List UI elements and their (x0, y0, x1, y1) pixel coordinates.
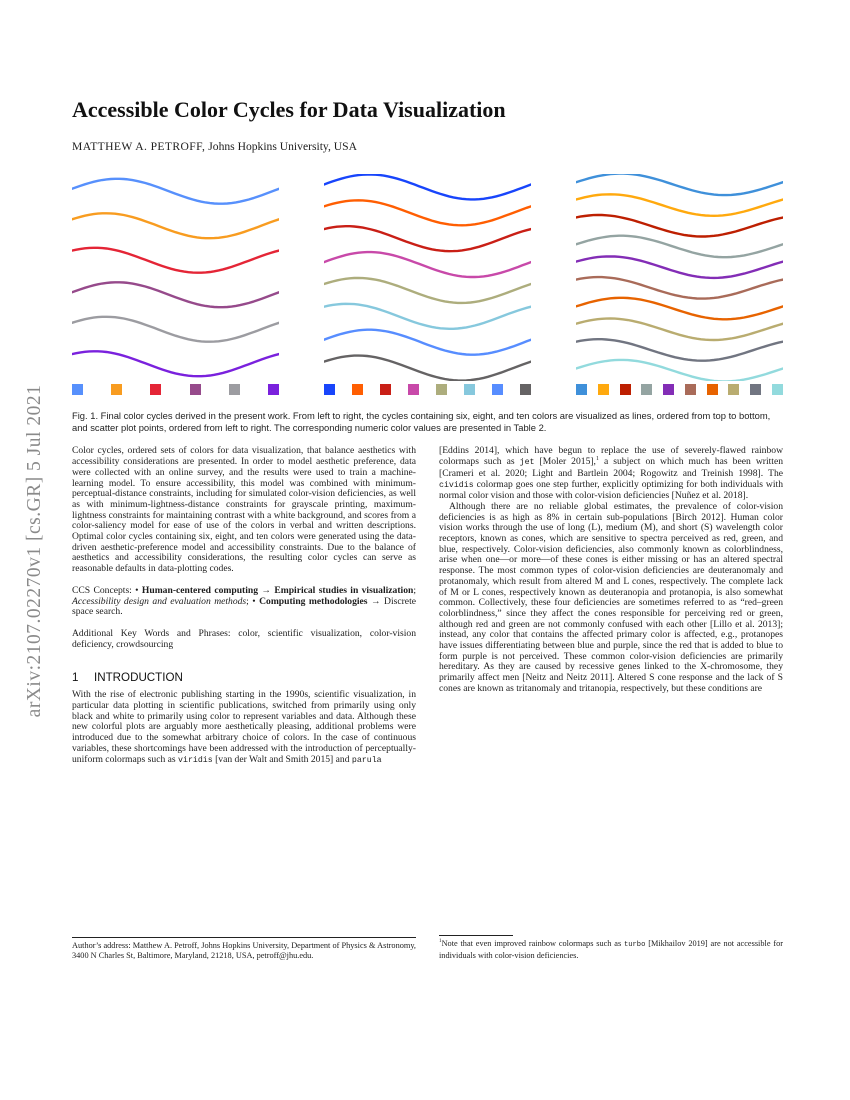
scatter-swatches-row (576, 384, 783, 395)
wave-line (324, 328, 531, 356)
scatter-swatches-row (324, 384, 531, 395)
scatter-point-swatch (228, 384, 240, 395)
scatter-point-swatch (619, 384, 631, 395)
wave-line (576, 296, 783, 321)
scatter-point-swatch (750, 384, 762, 395)
scatter-point-swatch (380, 384, 391, 395)
author-affiliation: Johns Hopkins University, USA (205, 140, 357, 153)
scatter-point-swatch (597, 384, 609, 395)
color-cycle-panel-six (72, 174, 279, 395)
wave-lines-chart (324, 174, 531, 381)
scatter-point-swatch (771, 384, 783, 395)
arxiv-stamp: arXiv:2107.02270v1 [cs.GR] 5 Jul 2021 (24, 384, 45, 718)
figure-caption-label: Fig. 1. (72, 410, 99, 421)
ccs-concepts: CCS Concepts: • Human-centered computing… (72, 584, 417, 618)
wave-line (576, 275, 783, 300)
scatter-point-swatch (150, 384, 162, 395)
author-address-footnote: Author’s address: Matthew A. Petroff, Jo… (72, 936, 416, 961)
wave-line (72, 212, 279, 240)
scatter-point-swatch (189, 384, 201, 395)
section-heading-introduction: 1 INTRODUCTION (72, 671, 416, 684)
figure-caption-text: Final color cycles derived in the presen… (72, 410, 771, 434)
wave-line (576, 317, 783, 342)
footnote-rule (439, 934, 513, 936)
figure-1 (72, 174, 783, 395)
scatter-point-swatch (267, 384, 279, 395)
wave-line (72, 350, 279, 378)
figure-caption: Fig. 1. Final color cycles derived in th… (72, 410, 783, 434)
section-title: INTRODUCTION (94, 671, 183, 685)
abstract-paragraph: Color cycles, ordered sets of colors for… (72, 445, 416, 575)
body-paragraph: [Eddins 2014], which have begun to repla… (439, 445, 783, 502)
paper-content: Accessible Color Cycles for Data Visuali… (72, 0, 783, 966)
author-name: MATTHEW A. PETROFF, (72, 140, 206, 153)
color-cycle-panel-eight (324, 174, 531, 395)
color-cycle-panel-ten (576, 174, 783, 395)
left-column: Color cycles, ordered sets of colors for… (72, 446, 416, 966)
wave-line (324, 250, 531, 279)
wave-line (324, 225, 531, 253)
wave-line (576, 358, 783, 381)
scatter-point-swatch (352, 384, 363, 395)
scatter-point-swatch (576, 384, 587, 395)
wave-line (576, 234, 783, 259)
scatter-point-swatch (324, 384, 335, 395)
wave-line (324, 354, 531, 381)
wave-line (576, 174, 783, 197)
wave-line (324, 276, 531, 305)
scatter-point-swatch (436, 384, 447, 395)
wave-lines-chart (72, 177, 279, 378)
scatter-point-swatch (706, 384, 718, 395)
wave-line (72, 315, 279, 343)
section-number: 1 (72, 671, 79, 685)
right-column: [Eddins 2014], which have begun to repla… (439, 446, 783, 966)
paper-title: Accessible Color Cycles for Data Visuali… (72, 97, 506, 122)
scatter-point-swatch (72, 384, 83, 395)
wave-line (576, 213, 783, 238)
scatter-point-swatch (464, 384, 475, 395)
footnote-1: 1Note that even improved rainbow colorma… (439, 934, 783, 961)
wave-line (576, 338, 783, 362)
wave-line (72, 246, 279, 274)
author-address-text: Author’s address: Matthew A. Petroff, Jo… (72, 940, 416, 960)
footnote-rule (72, 936, 416, 938)
scatter-point-swatch (684, 384, 696, 395)
scatter-point-swatch (520, 384, 531, 395)
scatter-swatches-row (72, 384, 279, 395)
wave-line (324, 199, 531, 227)
scatter-point-swatch (492, 384, 503, 395)
body-paragraph: Although there are no reliable global es… (439, 500, 783, 694)
author-line: MATTHEW A. PETROFF, Johns Hopkins Univer… (72, 140, 783, 153)
introduction-paragraph: With the rise of electronic publishing s… (72, 689, 416, 765)
wave-line (324, 302, 531, 330)
two-column-body: Color cycles, ordered sets of colors for… (72, 446, 783, 966)
scatter-point-swatch (728, 384, 740, 395)
wave-line (324, 174, 531, 201)
scatter-point-swatch (111, 384, 123, 395)
scatter-point-swatch (641, 384, 653, 395)
wave-lines-chart (576, 174, 783, 381)
scatter-point-swatch (663, 384, 675, 395)
wave-line (576, 255, 783, 280)
keywords: Additional Key Words and Phrases: color,… (72, 627, 416, 650)
wave-line (72, 177, 279, 205)
wave-line (576, 193, 783, 218)
wave-line (72, 281, 279, 309)
footnote-text: 1Note that even improved rainbow colorma… (439, 937, 783, 960)
scatter-point-swatch (408, 384, 419, 395)
